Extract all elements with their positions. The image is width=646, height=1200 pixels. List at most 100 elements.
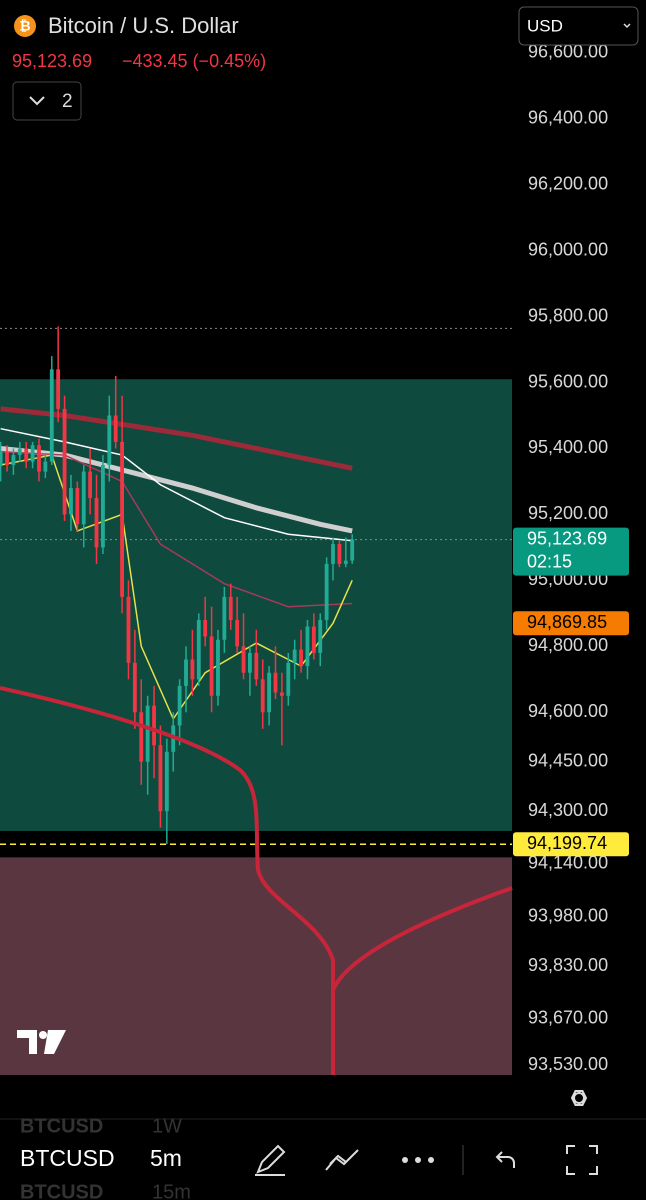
chevron bbox=[29, 96, 45, 106]
candle-body bbox=[222, 596, 227, 640]
candle-body bbox=[94, 497, 99, 548]
more-button[interactable] bbox=[402, 1157, 434, 1163]
candle-body bbox=[318, 619, 323, 653]
candle-body bbox=[11, 455, 16, 465]
candle-body bbox=[81, 471, 86, 525]
y-tick-label: 96,400.00 bbox=[528, 107, 608, 127]
candle-body bbox=[311, 626, 316, 653]
toolbar-interval[interactable]: 5m bbox=[150, 1145, 182, 1171]
candle-body bbox=[279, 692, 284, 696]
next-symbol: BTCUSD bbox=[20, 1181, 103, 1200]
candle-body bbox=[228, 596, 233, 620]
candle-body bbox=[75, 488, 80, 525]
candle-body bbox=[139, 712, 144, 762]
candle-body bbox=[216, 639, 220, 696]
candle-body bbox=[177, 685, 182, 726]
candle-body bbox=[49, 369, 54, 462]
zone bbox=[0, 857, 512, 1075]
candle-body bbox=[132, 662, 137, 713]
candle-body bbox=[126, 596, 131, 663]
btc-glyph: ₿ bbox=[19, 18, 30, 34]
price-label-bg bbox=[513, 832, 629, 857]
undo-button[interactable] bbox=[495, 1151, 515, 1168]
candle-body bbox=[17, 448, 22, 456]
y-tick-label: 94,600.00 bbox=[528, 701, 608, 721]
candle-body bbox=[164, 751, 169, 812]
y-tick-label: 93,670.00 bbox=[528, 1008, 608, 1028]
y-tick-label: 94,140.00 bbox=[528, 853, 608, 873]
candle-body bbox=[343, 560, 348, 564]
price-change: −433.45 (−0.45%) bbox=[122, 51, 266, 71]
settings-hex bbox=[570, 1090, 588, 1106]
price-label: 94,869.85 bbox=[527, 612, 607, 632]
indicator-toggle[interactable] bbox=[12, 81, 82, 121]
candle-body bbox=[158, 745, 163, 812]
footer-bg bbox=[0, 1075, 646, 1200]
candle-body bbox=[145, 705, 150, 762]
candle-body bbox=[100, 464, 105, 548]
btc-icon bbox=[14, 15, 36, 37]
candle-body bbox=[267, 672, 272, 713]
price-label-bg bbox=[513, 527, 629, 576]
next-interval: 15m bbox=[152, 1181, 191, 1200]
candle-body bbox=[248, 652, 252, 673]
candle-body bbox=[24, 448, 29, 462]
candle-body bbox=[331, 544, 335, 564]
trend-tool[interactable] bbox=[325, 1149, 359, 1171]
y-tick-label: 94,450.00 bbox=[528, 750, 608, 770]
y-tick-label: 93,830.00 bbox=[528, 955, 608, 975]
draw-tool[interactable] bbox=[255, 1144, 286, 1176]
fullscreen-button[interactable] bbox=[566, 1145, 598, 1175]
y-tick-label: 95,200.00 bbox=[528, 503, 608, 523]
candle-body bbox=[69, 488, 73, 515]
price-label-bg bbox=[513, 611, 629, 636]
symbol-title: Bitcoin / U.S. Dollar bbox=[48, 13, 239, 38]
y-tick-label: 96,200.00 bbox=[528, 173, 608, 193]
candle-body bbox=[113, 415, 118, 442]
candle-body bbox=[254, 652, 259, 680]
price-label-timer: 02:15 bbox=[527, 551, 572, 571]
candle-body bbox=[107, 415, 112, 465]
indicator-count: 2 bbox=[62, 91, 73, 112]
candle-body bbox=[196, 619, 201, 680]
currency-select[interactable] bbox=[518, 6, 639, 46]
candle-body bbox=[337, 544, 342, 564]
candle-body bbox=[241, 646, 246, 673]
prev-interval: 1W bbox=[152, 1115, 182, 1137]
candle-body bbox=[56, 369, 61, 409]
candle-body bbox=[305, 626, 310, 667]
price-label: 95,123.69 bbox=[527, 528, 607, 548]
y-tick-label: 95,600.00 bbox=[528, 371, 608, 391]
select-arrow bbox=[623, 23, 631, 29]
volume-profile-curve bbox=[0, 686, 513, 1075]
y-tick-label: 94,300.00 bbox=[528, 800, 608, 820]
settings-icon[interactable] bbox=[573, 1092, 585, 1104]
y-tick-label: 96,000.00 bbox=[528, 239, 608, 259]
candle-body bbox=[30, 445, 35, 462]
y-tick-label: 94,800.00 bbox=[528, 635, 608, 655]
price-label: 94,199.74 bbox=[527, 833, 607, 853]
candle-body bbox=[120, 441, 125, 597]
candle-body bbox=[324, 563, 329, 620]
prev-symbol: BTCUSD bbox=[20, 1115, 103, 1137]
candle-body bbox=[152, 705, 156, 746]
y-tick-label: 96,600.00 bbox=[528, 42, 608, 62]
plot bbox=[0, 326, 512, 1075]
last-price: 95,123.69 bbox=[12, 51, 92, 71]
candle-body bbox=[43, 461, 48, 472]
zone bbox=[0, 379, 512, 831]
candle-body bbox=[0, 451, 3, 465]
currency: USD bbox=[527, 16, 563, 35]
candle-body bbox=[5, 451, 9, 465]
candle-body bbox=[292, 649, 297, 663]
y-tick-label: 95,400.00 bbox=[528, 437, 608, 457]
candle-body bbox=[299, 649, 303, 667]
candle-body bbox=[260, 679, 265, 713]
candle-body bbox=[88, 471, 93, 498]
toolbar-symbol[interactable]: BTCUSD bbox=[20, 1145, 115, 1171]
candle-body bbox=[350, 539, 355, 561]
candle-body bbox=[190, 659, 195, 680]
tv-logo bbox=[17, 1030, 66, 1054]
candle-body bbox=[37, 445, 41, 472]
